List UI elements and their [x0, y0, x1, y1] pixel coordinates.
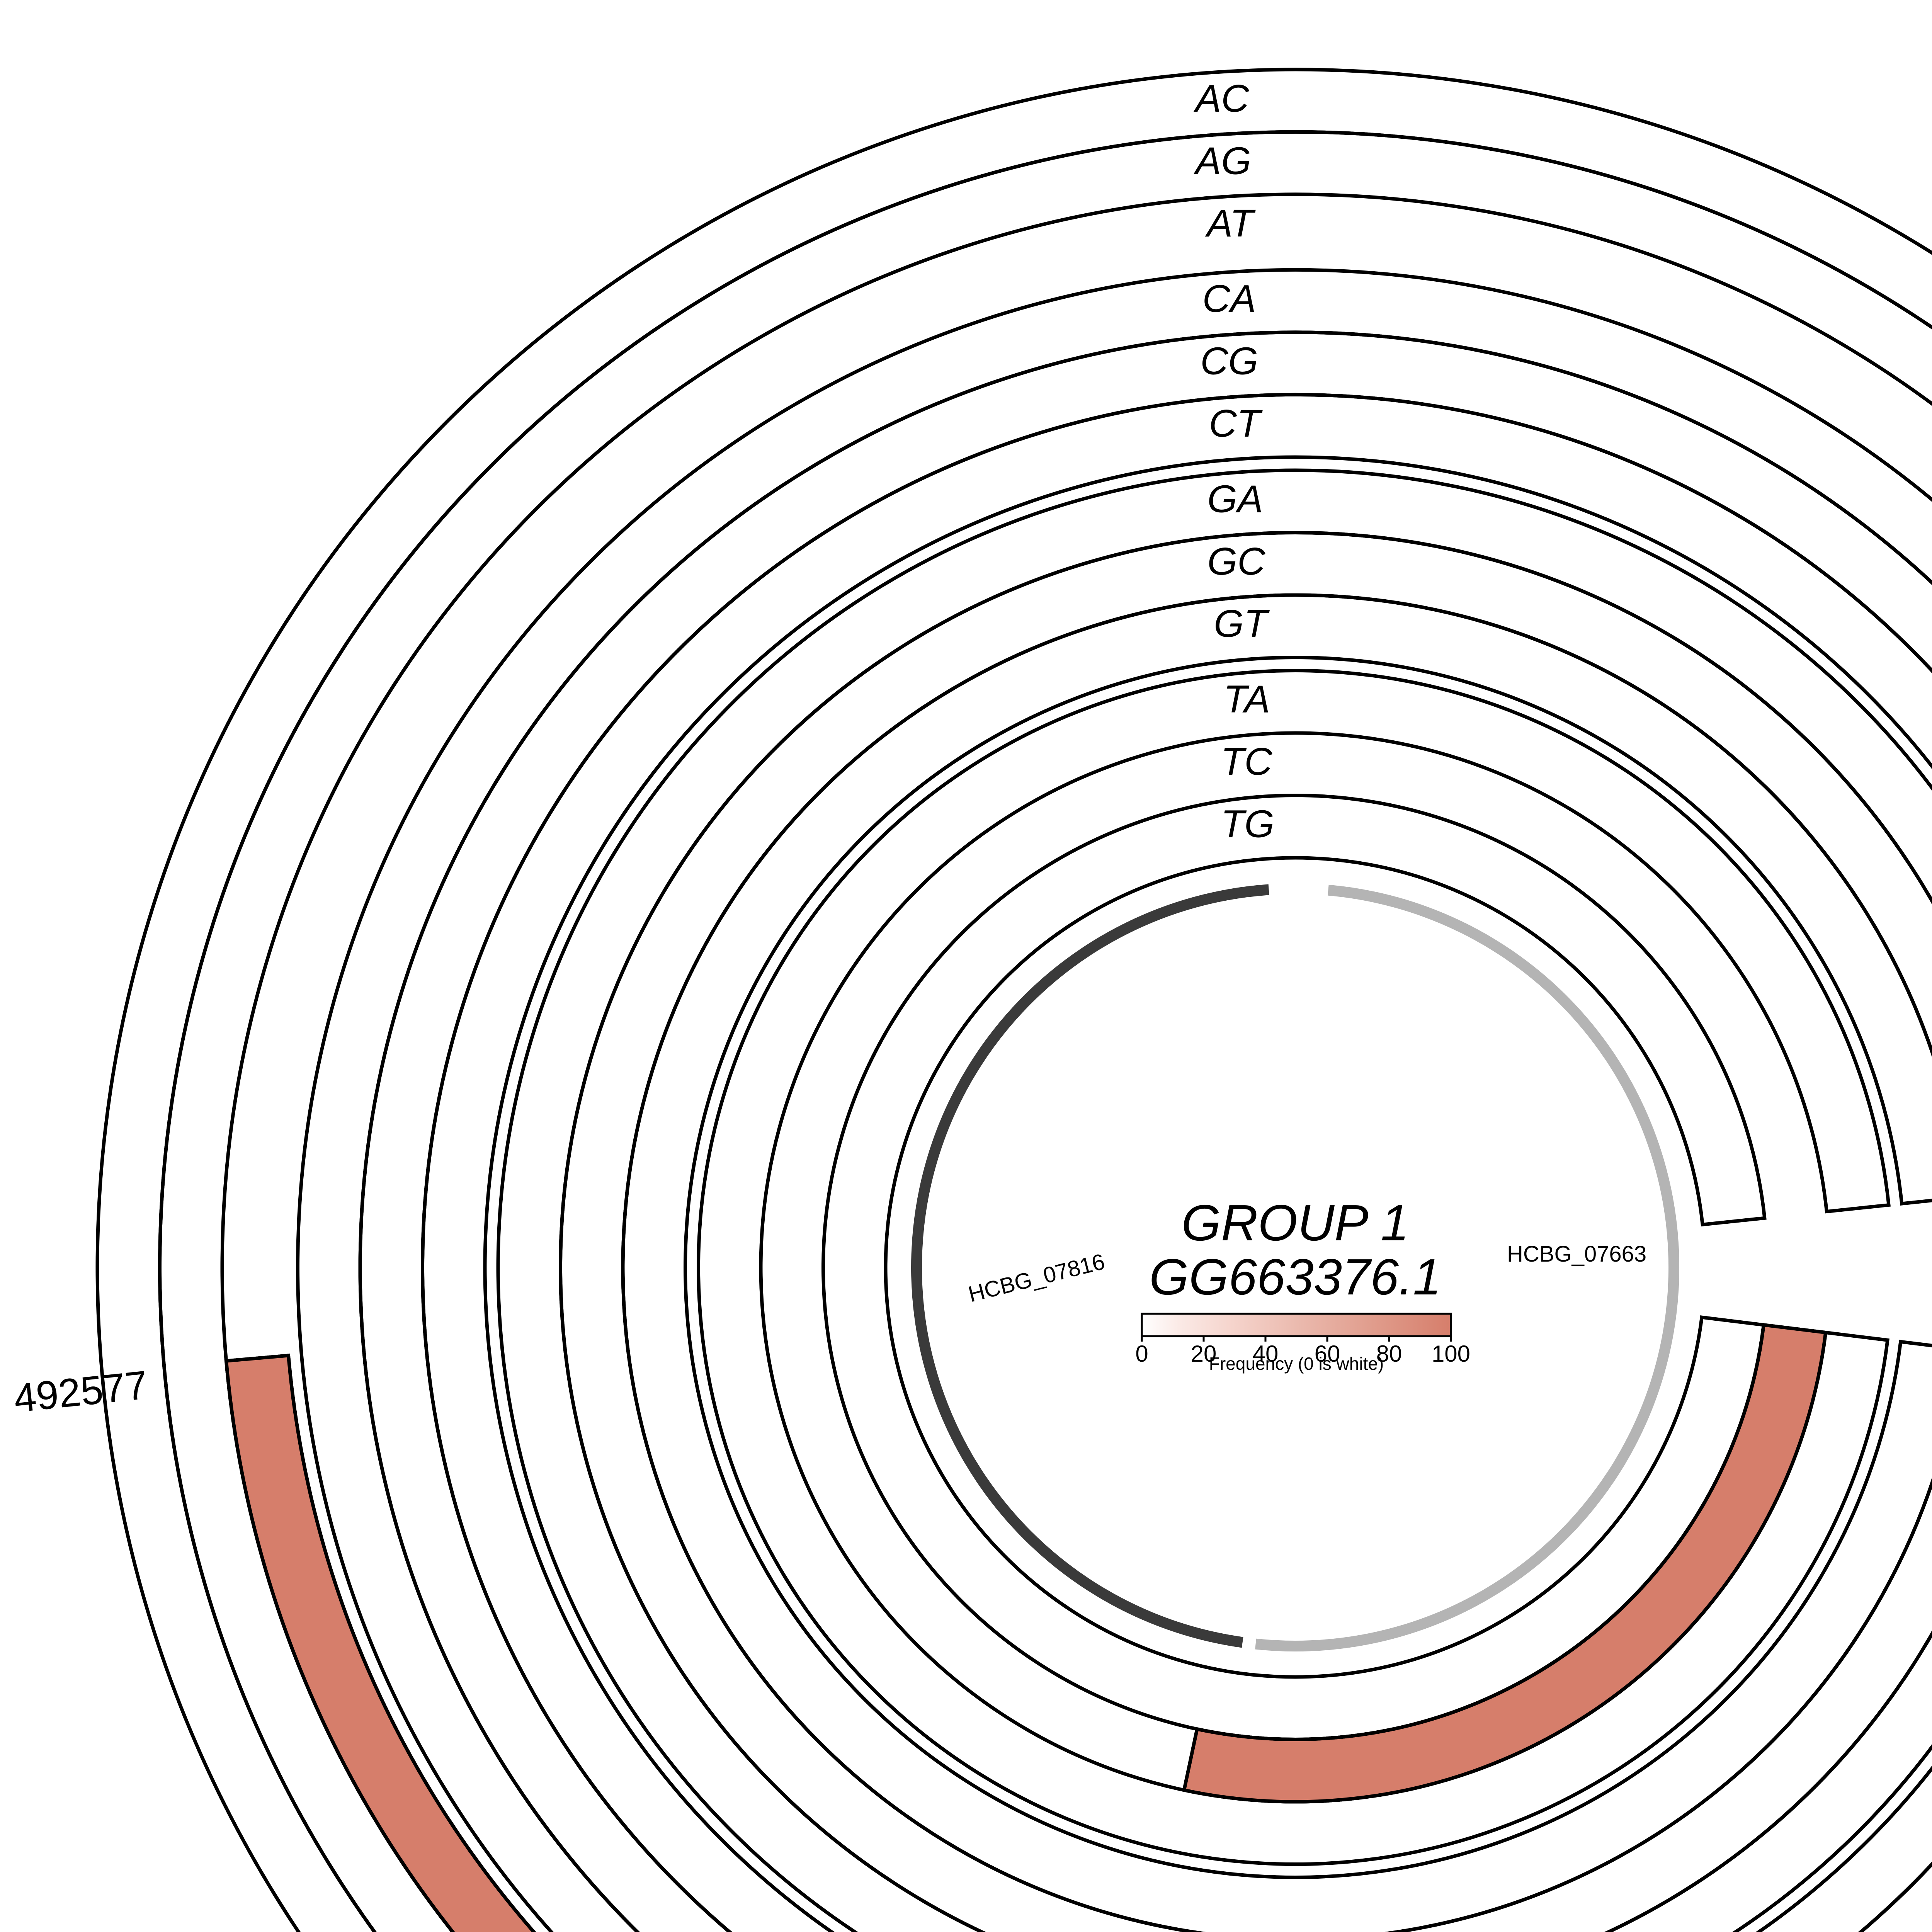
track-label-ag: AG	[1194, 139, 1251, 182]
gene-arcs-group	[911, 884, 1680, 1652]
center-title-line1: GROUP 1	[1181, 1194, 1409, 1251]
track-fill-at[interactable]	[224, 1354, 1932, 1932]
track-ring-ca[interactable]	[296, 268, 1932, 1932]
track-label-gt: GT	[1214, 602, 1270, 645]
track-ring-ag[interactable]	[158, 130, 1932, 1932]
track-ring-ta[interactable]	[697, 669, 1891, 1866]
track-label-ta: TA	[1224, 678, 1270, 721]
gene-arc-hcbg_07816[interactable]	[911, 884, 1269, 1648]
track-label-ca: CA	[1202, 277, 1256, 320]
track-label-ac: AC	[1194, 77, 1250, 120]
track-rings-group	[95, 68, 1932, 1932]
colorbar-tick-label: 40	[1253, 1341, 1279, 1367]
track-label-tc: TC	[1221, 740, 1272, 783]
colorbar-tick-label: 0	[1135, 1341, 1148, 1367]
track-label-at: AT	[1205, 202, 1256, 245]
colorbar: 0 20 40 60 80 100 Frequency (0 is white)	[1135, 1313, 1470, 1374]
track-labels-group: AC AG AT CA CG CT GA GC GT TA TC TG	[1194, 77, 1274, 845]
gene-label-hcbg-07816: HCBG_07816	[966, 1249, 1107, 1307]
track-fill-tc[interactable]	[1182, 1323, 1828, 1804]
colorbar-ticks: 0 20 40 60 80 100	[1135, 1336, 1470, 1367]
colorbar-tick-label: 60	[1315, 1341, 1340, 1367]
position-label-left: 492577	[12, 1362, 150, 1421]
track-ring-tg[interactable]	[821, 794, 1767, 1741]
track-ring-cg[interactable]	[358, 330, 1932, 1932]
gene-label-hcbg-07663: HCBG_07663	[1507, 1242, 1646, 1267]
track-label-ga: GA	[1207, 477, 1263, 520]
colorbar-tick-label: 20	[1191, 1341, 1217, 1367]
track-label-gc: GC	[1207, 540, 1265, 583]
colorbar-tick-label: 80	[1376, 1341, 1402, 1367]
colorbar-tick-label: 100	[1432, 1341, 1470, 1367]
gene-arc-hcbg_07663[interactable]	[1255, 884, 1680, 1652]
colorbar-gradient	[1141, 1313, 1452, 1337]
track-label-tg: TG	[1221, 802, 1274, 845]
track-label-cg: CG	[1200, 340, 1258, 383]
track-label-ct: CT	[1209, 402, 1263, 445]
track-ring-gt[interactable]	[621, 593, 1932, 1932]
center-title-line2: GG663376.1	[1149, 1248, 1441, 1305]
colorbar-caption: Frequency (0 is white)	[1209, 1354, 1384, 1374]
